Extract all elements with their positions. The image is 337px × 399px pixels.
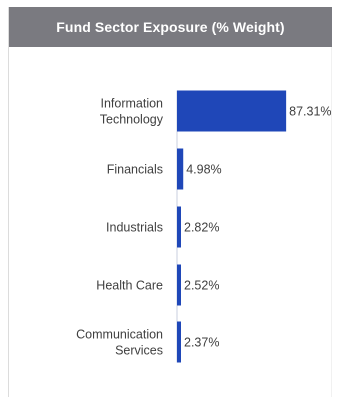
value-label-1: 4.98%	[186, 163, 221, 177]
value-label-4: 2.37%	[184, 336, 219, 350]
category-label-0: Information Technology	[100, 97, 164, 127]
category-label-1: Financials	[107, 163, 163, 177]
category-label-2: Industrials	[106, 221, 163, 235]
bar-1	[177, 148, 184, 190]
chart-card: Fund Sector Exposure (% Weight)	[8, 7, 332, 397]
bar-2	[177, 206, 181, 248]
value-label-0: 87.31%	[289, 105, 331, 119]
bar-3	[177, 264, 181, 306]
value-label-2: 2.82%	[184, 221, 219, 235]
bar-0	[177, 90, 287, 132]
chart-title: Fund Sector Exposure (% Weight)	[9, 7, 332, 47]
bar-4	[177, 321, 181, 363]
category-label-4: Communication Services	[76, 328, 163, 358]
category-label-3: Health Care	[96, 279, 163, 293]
value-label-3: 2.52%	[184, 279, 219, 293]
